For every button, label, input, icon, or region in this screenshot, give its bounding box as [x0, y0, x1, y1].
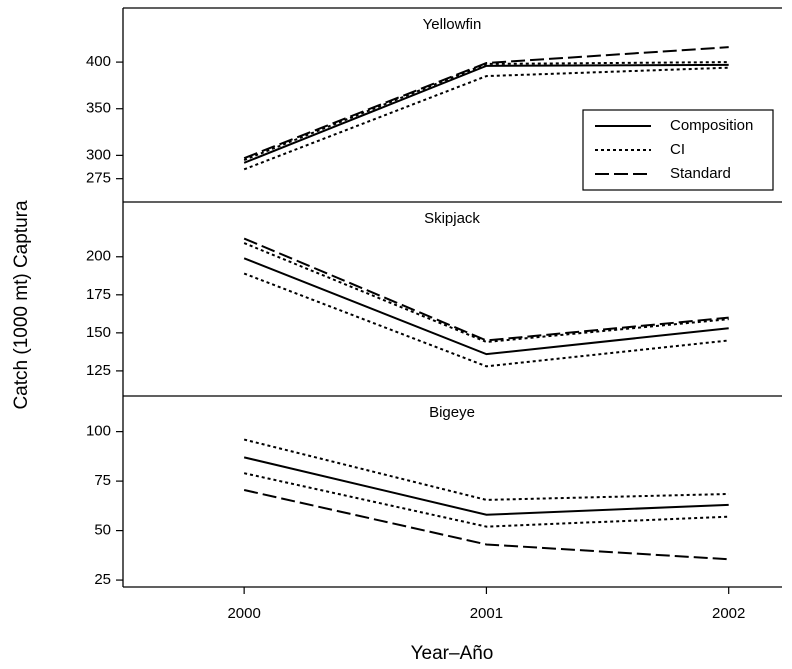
panel-title: Bigeye — [429, 404, 475, 421]
y-tick-label: 350 — [86, 100, 111, 117]
series-line — [243, 257, 729, 356]
series-line — [243, 438, 729, 501]
x-tick-label: 2000 — [227, 605, 260, 622]
y-tick-label: 275 — [86, 170, 111, 187]
x-tick-label: 2001 — [470, 605, 503, 622]
y-tick-label: 100 — [86, 423, 111, 440]
series-line — [243, 489, 729, 561]
legend-label: Composition — [670, 117, 753, 134]
series-line — [243, 46, 729, 160]
series-line — [243, 242, 729, 344]
legend-label: CI — [670, 141, 685, 158]
y-tick-label: 50 — [94, 522, 111, 539]
legend-label: Standard — [670, 165, 731, 182]
series-line — [243, 456, 729, 516]
series-line — [243, 63, 729, 164]
series-line — [243, 272, 729, 368]
y-tick-label: 200 — [86, 248, 111, 265]
x-tick-label: 2002 — [712, 605, 745, 622]
series-line — [243, 472, 729, 528]
y-tick-label: 400 — [86, 53, 111, 70]
series-line — [243, 66, 729, 171]
y-axis-label: Catch (1000 mt) Captura — [11, 200, 32, 410]
y-tick-label: 125 — [86, 362, 111, 379]
y-tick-label: 300 — [86, 146, 111, 163]
x-axis-label: Year–Año — [411, 643, 494, 664]
panel-title: Skipjack — [424, 210, 480, 227]
y-tick-label: 75 — [94, 472, 111, 489]
y-tick-label: 150 — [86, 324, 111, 341]
y-tick-label: 25 — [94, 571, 111, 588]
y-tick-label: 175 — [86, 286, 111, 303]
panel-title: Yellowfin — [423, 16, 482, 33]
series-line — [243, 237, 729, 342]
